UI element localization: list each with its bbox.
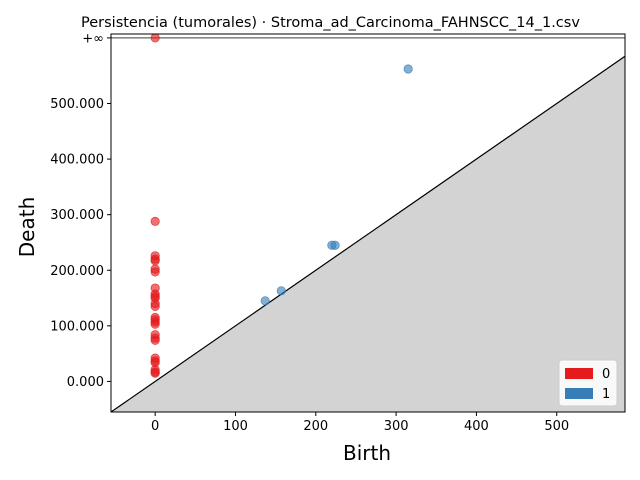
axes: 0 100 200 300 400 5000.000100.000200.000300.0… (50, 31, 626, 434)
y-tick-label-infinity: +∞ (82, 31, 104, 46)
point-series-0-4 (150, 256, 160, 266)
y-tick-label: 300.000 (50, 208, 104, 223)
legend-swatch-1 (565, 388, 593, 399)
point-series-0-16 (150, 319, 160, 329)
diagonal-line (111, 55, 625, 412)
y-tick-label: 400.000 (50, 153, 104, 168)
point-series-1-3 (276, 286, 286, 296)
point-series-0-25 (150, 368, 160, 378)
legend-label-0: 0 (602, 367, 610, 382)
y-tick-label: 200.000 (50, 264, 104, 279)
legend: 01 (558, 359, 618, 407)
x-tick-label: 200 (303, 419, 328, 434)
y-axis-title: Death (15, 197, 39, 257)
legend-label-1: 1 (602, 387, 610, 402)
chart-title: Persistencia (tumorales) · Stroma_ad_Car… (81, 15, 580, 31)
y-tick-label: 100.000 (50, 319, 104, 334)
x-tick-label: 400 (464, 419, 489, 434)
x-tick-label: 300 (384, 419, 409, 434)
point-series-0-6 (150, 267, 160, 277)
x-tick-label: 100 (223, 419, 248, 434)
plot-inner (111, 34, 625, 412)
point-series-1-0 (403, 64, 413, 74)
x-tick-label: 500 (544, 419, 569, 434)
point-series-0-12 (150, 301, 160, 311)
y-tick-label: 0.000 (67, 375, 104, 390)
point-series-0-0 (150, 34, 160, 43)
point-series-1-4 (260, 296, 270, 306)
plot-area (111, 34, 625, 412)
x-tick-label: 0 (151, 419, 159, 434)
plot-frame (110, 33, 626, 413)
point-series-0-1 (150, 216, 160, 226)
point-series-1-2 (330, 240, 340, 250)
point-series-0-19 (150, 335, 160, 345)
x-axis-title: Birth (343, 441, 391, 465)
y-tick-label: 500.000 (50, 97, 104, 112)
legend-swatch-0 (565, 368, 593, 379)
